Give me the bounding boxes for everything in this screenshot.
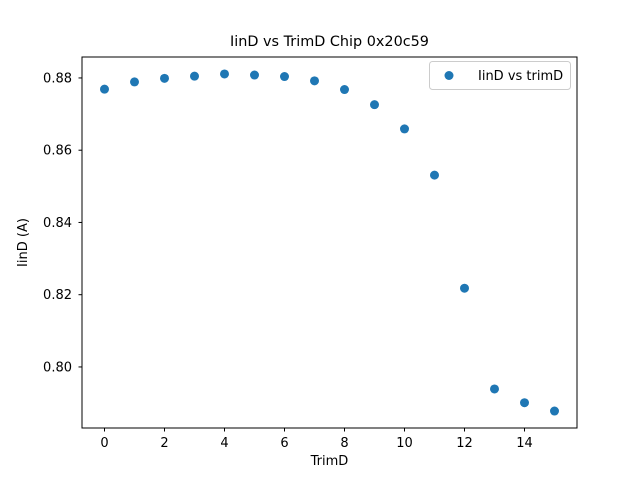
y-tick-label: 0.80 bbox=[43, 360, 72, 375]
data-point bbox=[490, 384, 499, 394]
scatter-points bbox=[100, 69, 559, 416]
y-tick-label: 0.82 bbox=[43, 288, 72, 303]
data-point bbox=[340, 85, 349, 95]
x-axis-ticks: 0 2 4 6 8 10 12 14 bbox=[100, 428, 533, 451]
x-axis-label: TrimD bbox=[310, 454, 349, 469]
data-point bbox=[220, 69, 229, 79]
data-point bbox=[520, 398, 529, 408]
data-point bbox=[370, 100, 379, 110]
x-tick-label: 2 bbox=[160, 436, 168, 451]
data-point bbox=[400, 124, 409, 134]
x-tick-label: 8 bbox=[340, 436, 348, 451]
y-tick-label: 0.88 bbox=[43, 71, 72, 86]
legend-label: IinD vs trimD bbox=[478, 69, 563, 84]
x-tick-label: 14 bbox=[516, 436, 533, 451]
y-axis-ticks: 0.80 0.82 0.84 0.86 0.88 bbox=[43, 71, 82, 375]
legend: IinD vs trimD bbox=[429, 61, 571, 90]
axes-frame bbox=[81, 56, 578, 429]
data-point bbox=[550, 406, 559, 416]
x-tick-label: 10 bbox=[396, 436, 413, 451]
data-point bbox=[100, 84, 109, 94]
data-point bbox=[250, 70, 259, 80]
data-point bbox=[430, 170, 439, 180]
legend-box bbox=[429, 61, 571, 90]
plot-border bbox=[81, 56, 578, 429]
data-point bbox=[130, 77, 139, 87]
x-tick-label: 4 bbox=[220, 436, 228, 451]
y-tick-label: 0.84 bbox=[43, 216, 72, 231]
data-point bbox=[460, 283, 469, 293]
y-tick-label: 0.86 bbox=[43, 144, 72, 159]
x-tick-label: 0 bbox=[100, 436, 108, 451]
x-tick-label: 6 bbox=[280, 436, 288, 451]
legend-marker-icon bbox=[444, 71, 454, 80]
data-point bbox=[190, 71, 199, 81]
data-point bbox=[280, 72, 289, 82]
chart-title: IinD vs TrimD Chip 0x20c59 bbox=[230, 34, 429, 50]
data-point bbox=[160, 73, 169, 83]
y-axis-label: IinD (A) bbox=[16, 218, 31, 267]
data-point bbox=[310, 76, 319, 86]
x-tick-label: 12 bbox=[456, 436, 473, 451]
